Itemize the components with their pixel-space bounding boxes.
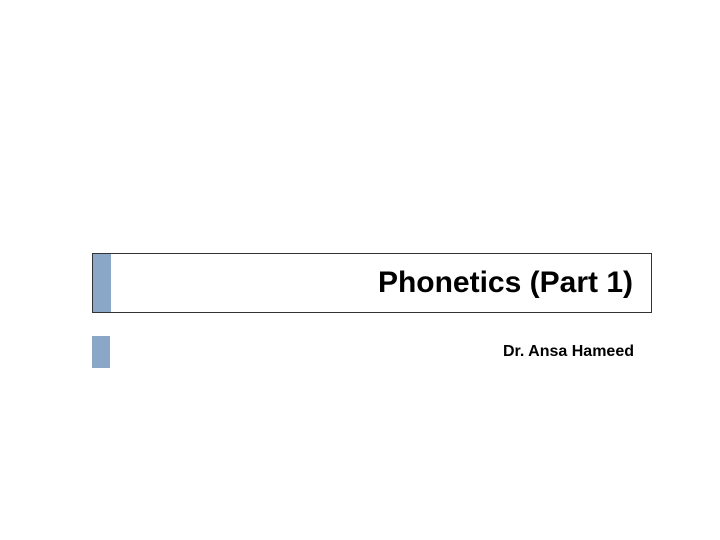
title-accent-bar	[93, 254, 111, 312]
slide-title: Phonetics (Part 1)	[111, 266, 651, 300]
subtitle-accent-bar	[92, 336, 110, 368]
title-block: Phonetics (Part 1)	[92, 253, 652, 313]
subtitle-block: Dr. Ansa Hameed	[92, 332, 652, 372]
slide-subtitle: Dr. Ansa Hameed	[110, 343, 652, 361]
